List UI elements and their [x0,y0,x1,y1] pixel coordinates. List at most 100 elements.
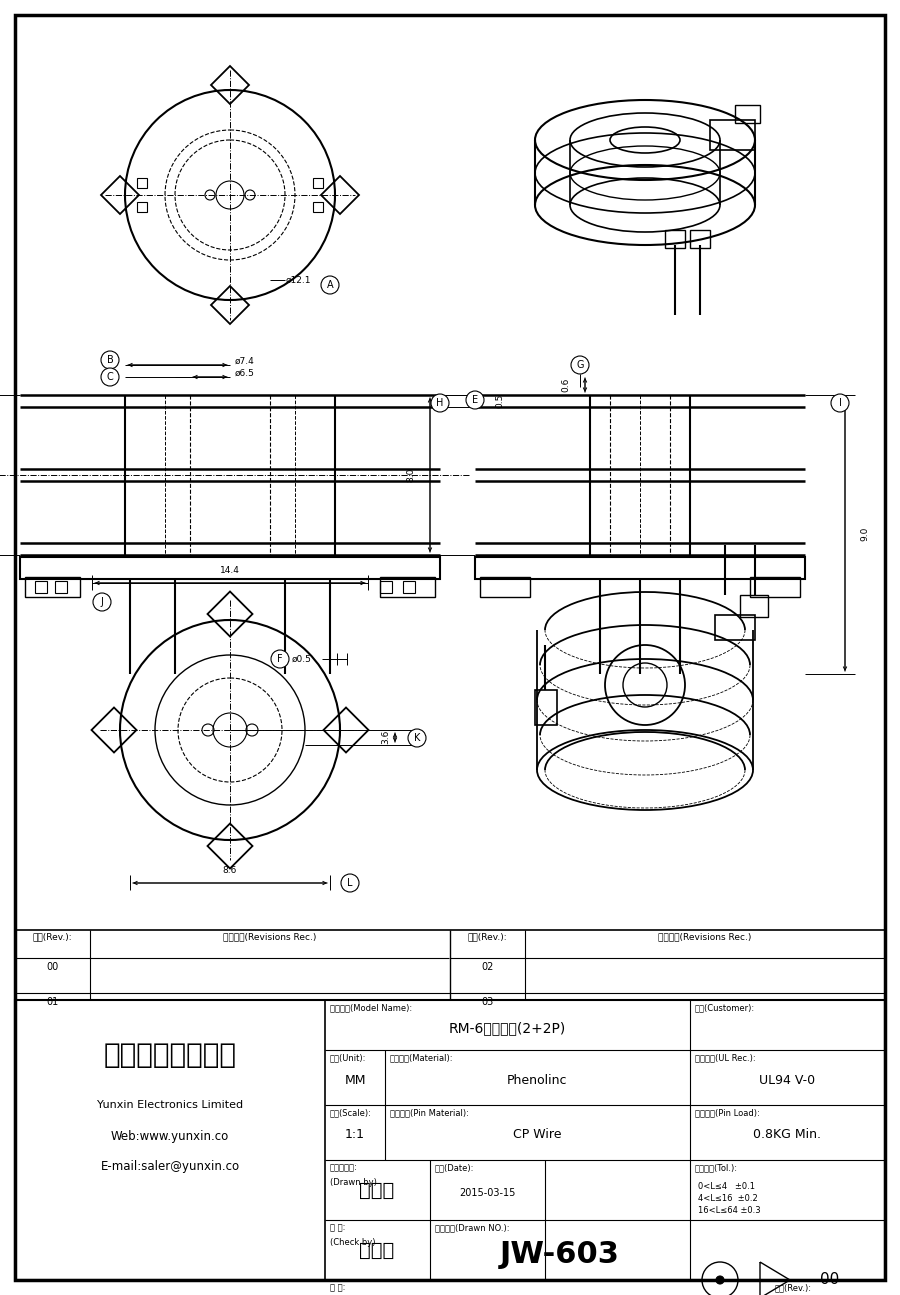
Text: Phenolinc: Phenolinc [507,1074,567,1087]
Bar [35,581,47,593]
Circle shape [571,356,589,374]
Bar [15,1000,885,1279]
Bar [313,177,323,188]
Bar [137,177,147,188]
Text: 客户(Customer):: 客户(Customer): [695,1004,755,1011]
Text: 修改记录(Revisions Rec.): 修改记录(Revisions Rec.) [658,932,752,941]
Bar [480,578,530,597]
Text: JW-603: JW-603 [500,1241,620,1269]
Text: K: K [414,733,420,743]
Text: B: B [106,355,113,365]
Bar [690,231,710,249]
Text: 单位(Unit):: 单位(Unit): [330,1053,366,1062]
Text: (Check by): (Check by) [330,1238,375,1247]
Text: 8.0: 8.0 [406,467,415,482]
Text: 0<L≤4   ±0.1: 0<L≤4 ±0.1 [698,1182,755,1191]
Text: 02: 02 [482,962,494,973]
Circle shape [466,391,484,409]
Circle shape [101,351,119,369]
Text: 9.0: 9.0 [860,527,869,541]
Bar [715,615,755,640]
Text: 0.8KG Min.: 0.8KG Min. [753,1128,821,1141]
Text: RM-6立式双槽(2+2P): RM-6立式双槽(2+2P) [448,1020,565,1035]
Text: 2015-03-15: 2015-03-15 [459,1188,515,1198]
Text: 03: 03 [482,997,493,1008]
Text: Yunxin Electronics Limited: Yunxin Electronics Limited [97,1099,243,1110]
Circle shape [93,593,111,611]
Bar [380,581,392,593]
Text: I: I [839,398,842,408]
Circle shape [408,729,426,747]
Text: 14.4: 14.4 [220,566,240,575]
Text: 比例(Scale):: 比例(Scale): [330,1109,372,1118]
Text: 版本(Rev.):: 版本(Rev.): [468,932,508,941]
Text: 一般公差(Tol.):: 一般公差(Tol.): [695,1163,738,1172]
Text: 工程与设计:: 工程与设计: [330,1163,358,1172]
Text: 规格描述(Model Name):: 规格描述(Model Name): [330,1004,412,1011]
Text: E-mail:saler@yunxin.co: E-mail:saler@yunxin.co [101,1160,239,1173]
Text: UL94 V-0: UL94 V-0 [759,1074,815,1087]
Text: 0.5: 0.5 [495,394,504,408]
Text: ø0.5: ø0.5 [292,654,312,663]
Bar [740,594,768,616]
Text: 00: 00 [821,1273,840,1287]
Circle shape [431,394,449,412]
Text: 00: 00 [47,962,58,973]
Text: 韦景川: 韦景川 [359,1241,394,1260]
Text: 修改记录(Revisions Rec.): 修改记录(Revisions Rec.) [223,932,317,941]
Text: 日期(Date):: 日期(Date): [435,1163,474,1172]
Circle shape [831,394,849,412]
Text: 核 准:: 核 准: [330,1283,346,1292]
Text: 版本(Rev.):: 版本(Rev.): [32,932,72,941]
Bar [735,105,760,123]
Circle shape [271,650,289,668]
Text: 针脚材质(Pin Material):: 针脚材质(Pin Material): [390,1109,469,1118]
Text: A: A [327,280,333,290]
Text: 产品编号(Drawn NO.):: 产品编号(Drawn NO.): [435,1222,509,1232]
Text: 针脚拉力(Pin Load):: 针脚拉力(Pin Load): [695,1109,760,1118]
Text: 4<L≤16  ±0.2: 4<L≤16 ±0.2 [698,1194,758,1203]
Bar [20,557,440,579]
Text: (Drawn by): (Drawn by) [330,1178,377,1188]
Text: 0.6: 0.6 [561,378,570,392]
Text: MM: MM [344,1074,365,1087]
Text: 本体材质(Material):: 本体材质(Material): [390,1053,454,1062]
Text: 版本(Rev.):: 版本(Rev.): [775,1283,812,1292]
Text: J: J [101,597,104,607]
Bar [137,202,147,212]
Text: 3.6: 3.6 [381,730,390,745]
Text: 云芯电子有限公司: 云芯电子有限公司 [104,1041,237,1068]
Bar [403,581,415,593]
Text: C: C [106,372,113,382]
Text: 刘水强: 刘水强 [359,1181,394,1199]
Text: Web:www.yunxin.co: Web:www.yunxin.co [111,1131,230,1143]
Text: E: E [472,395,478,405]
Circle shape [716,1276,724,1285]
Text: 16<L≤64 ±0.3: 16<L≤64 ±0.3 [698,1206,760,1215]
Bar [15,930,885,1000]
Text: G: G [576,360,584,370]
Bar [25,578,80,597]
Bar [55,581,67,593]
Bar [380,578,435,597]
Text: CP Wire: CP Wire [513,1128,562,1141]
Text: F: F [277,654,283,664]
Text: ø12.1: ø12.1 [286,276,311,285]
Bar [535,690,557,725]
Text: 01: 01 [47,997,58,1008]
Circle shape [341,874,359,892]
Bar [710,120,755,150]
Bar [665,231,685,249]
Text: H: H [436,398,444,408]
Circle shape [321,276,339,294]
Text: L: L [347,878,353,888]
Text: 校 对:: 校 对: [330,1222,346,1232]
Text: 防火等级(UL Rec.):: 防火等级(UL Rec.): [695,1053,756,1062]
Bar [750,578,800,597]
Circle shape [101,368,119,386]
Bar [475,557,805,579]
Text: 1:1: 1:1 [345,1128,365,1141]
Text: ø7.4: ø7.4 [235,356,255,365]
Text: 8.6: 8.6 [223,866,238,875]
Bar [313,202,323,212]
